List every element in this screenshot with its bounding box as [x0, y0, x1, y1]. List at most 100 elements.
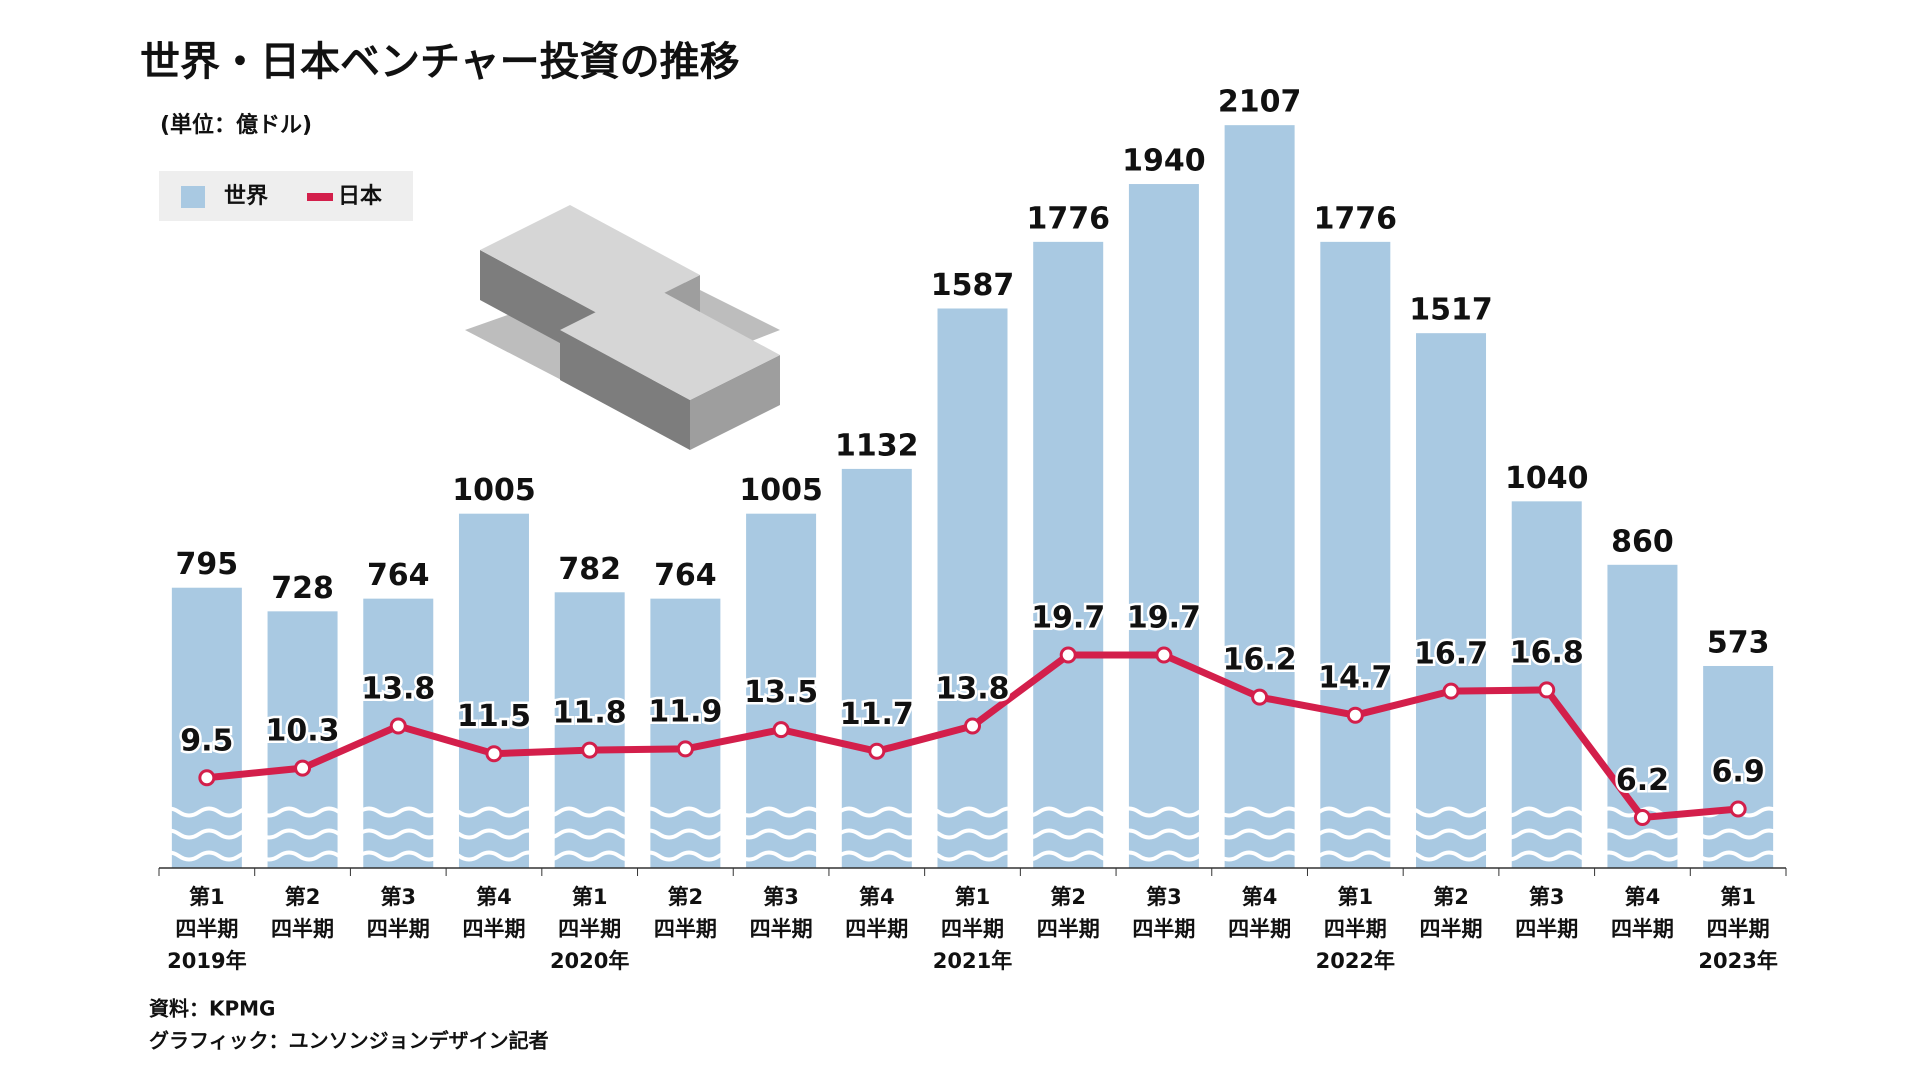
x-tick-label: 四半期: [1515, 917, 1578, 941]
line-value-label: 6.2: [1616, 763, 1669, 798]
x-tick-label: 第4: [1625, 885, 1661, 909]
line-value-label: 13.8: [935, 672, 1009, 707]
line-point: [676, 740, 694, 758]
line-point: [1059, 646, 1077, 664]
money-icon: [465, 205, 780, 450]
line-value-label: 13.8: [361, 672, 435, 707]
legend-label: 世界: [224, 184, 268, 209]
x-tick-label: 第2: [285, 885, 321, 909]
source: 資料：KPMG: [149, 997, 275, 1021]
x-tick-label: 四半期: [1228, 917, 1291, 941]
x-tick-label: 四半期: [1324, 917, 1387, 941]
line-point: [485, 745, 503, 763]
bar: [1224, 125, 1295, 868]
x-tick-label: 第2: [668, 885, 704, 909]
x-tick-label: 四半期: [271, 917, 334, 941]
bar-value-label: 782: [558, 552, 621, 587]
bar-value-label: 2107: [1218, 85, 1302, 120]
x-tick-label: 2022年: [1316, 949, 1395, 973]
line-point: [1346, 706, 1364, 724]
x-tick-label: 第2: [1433, 885, 1469, 909]
line-value-label: 13.5: [744, 675, 818, 710]
x-tick-label: 四半期: [175, 917, 238, 941]
line-point: [581, 741, 599, 759]
bar-value-label: 1776: [1314, 201, 1398, 236]
line-point: [1442, 682, 1460, 700]
line-value-label: 11.5: [457, 699, 531, 734]
x-tick-label: 第2: [1050, 885, 1086, 909]
line-value-label: 11.8: [553, 696, 627, 731]
legend-label: 日本: [338, 184, 382, 209]
line-point: [294, 759, 312, 777]
line-point: [772, 721, 790, 739]
line-point: [1633, 808, 1651, 826]
break-wave: [157, 828, 1801, 840]
line-value-label: 19.7: [1127, 601, 1201, 636]
x-tick-label: 四半期: [1420, 917, 1483, 941]
break-wave: [157, 806, 1801, 818]
x-tick-label: 第1: [955, 885, 991, 909]
bar-value-label: 1005: [452, 473, 536, 508]
line-value-label: 9.5: [180, 723, 233, 758]
bar-value-label: 728: [271, 571, 334, 606]
credit: グラフィック：ユンソンジョンデザイン記者: [149, 1029, 549, 1053]
x-tick-label: 2019年: [167, 949, 246, 973]
x-tick-label: 四半期: [941, 917, 1004, 941]
bar: [554, 592, 625, 868]
x-tick-label: 四半期: [367, 917, 430, 941]
x-tick-label: 第4: [859, 885, 895, 909]
bar: [841, 468, 912, 868]
x-tick-label: 四半期: [558, 917, 621, 941]
bar-value-label: 1005: [739, 473, 823, 508]
line-value-label: 11.9: [648, 694, 722, 729]
bar-value-label: 1587: [931, 268, 1015, 303]
x-tick-label: 第1: [189, 885, 225, 909]
line-value-label: 16.7: [1414, 637, 1488, 672]
line-point: [198, 769, 216, 787]
line-value-label: 11.7: [840, 697, 914, 732]
x-tick-label: 第3: [1529, 885, 1565, 909]
x-tick-label: 2021年: [933, 949, 1012, 973]
x-tick-label: 四半期: [1132, 917, 1195, 941]
line-value-label: 6.9: [1712, 755, 1765, 790]
bar-value-label: 764: [654, 558, 717, 593]
x-tick-label: 2020年: [550, 949, 629, 973]
bar: [937, 308, 1008, 868]
line-value-label: 16.2: [1223, 643, 1297, 678]
x-tick-label: 2023年: [1698, 949, 1777, 973]
x-tick-label: 第3: [1146, 885, 1182, 909]
x-tick-label: 第4: [1242, 885, 1278, 909]
bar-value-label: 1776: [1026, 201, 1110, 236]
bar-value-label: 1940: [1122, 144, 1206, 179]
bar-value-label: 860: [1611, 524, 1674, 559]
x-tick-label: 四半期: [654, 917, 717, 941]
x-tick-label: 四半期: [1707, 917, 1770, 941]
bar-value-label: 573: [1707, 625, 1770, 660]
legend-swatch: [307, 193, 333, 201]
x-tick-label: 四半期: [750, 917, 813, 941]
subtitle: (単位：億ドル): [160, 112, 312, 138]
line-point: [1251, 688, 1269, 706]
bar: [650, 598, 721, 868]
line-value-label: 14.7: [1318, 661, 1392, 696]
bar: [1033, 241, 1104, 868]
x-tick-label: 四半期: [845, 917, 908, 941]
line-point: [389, 717, 407, 735]
bar: [1416, 333, 1487, 868]
x-tick-label: 第1: [1338, 885, 1374, 909]
x-tick-label: 第3: [380, 885, 416, 909]
line-point: [964, 717, 981, 735]
line-value-label: 19.7: [1031, 601, 1105, 636]
legend-swatch: [181, 186, 205, 208]
line-point: [868, 742, 886, 760]
bar-value-label: 1132: [835, 428, 919, 463]
bar: [267, 611, 338, 868]
break-wave: [157, 850, 1801, 862]
x-tick-label: 第1: [572, 885, 608, 909]
chart-title: 世界・日本ベンチャー投資の推移: [140, 39, 740, 85]
x-tick-label: 第3: [763, 885, 799, 909]
x-tick-label: 四半期: [462, 917, 525, 941]
x-tick-label: 第4: [476, 885, 512, 909]
